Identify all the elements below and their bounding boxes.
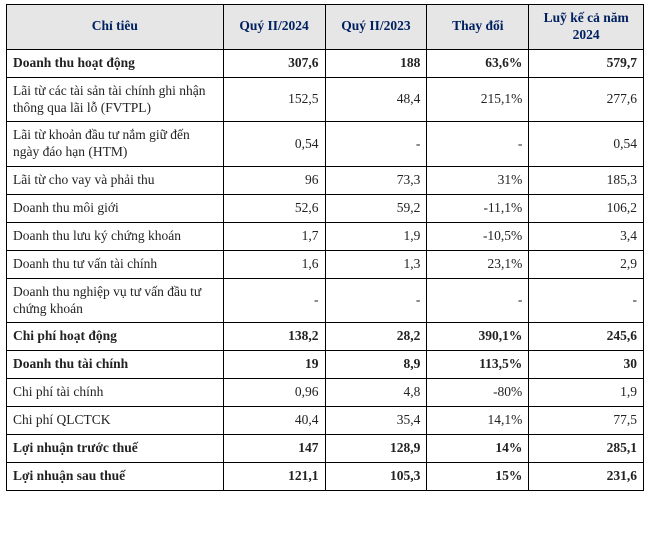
table-row: Lãi từ khoản đầu tư nắm giữ đến ngày đáo… <box>7 122 644 167</box>
cell-q2-2024: 1,6 <box>223 250 325 278</box>
cell-ytd: 579,7 <box>529 49 644 77</box>
col-header-ytd-2024: Luỹ kế cả năm 2024 <box>529 5 644 50</box>
table-row: Doanh thu hoạt động307,618863,6%579,7 <box>7 49 644 77</box>
cell-q2-2023: 8,9 <box>325 351 427 379</box>
cell-metric: Chi phí tài chính <box>7 379 224 407</box>
col-header-change: Thay đổi <box>427 5 529 50</box>
table-row: Doanh thu môi giới52,659,2-11,1%106,2 <box>7 195 644 223</box>
cell-ytd: 285,1 <box>529 434 644 462</box>
cell-q2-2024: 121,1 <box>223 462 325 490</box>
cell-metric: Lãi từ các tài sản tài chính ghi nhận th… <box>7 77 224 122</box>
financial-table: Chỉ tiêu Quý II/2024 Quý II/2023 Thay đổ… <box>6 4 644 491</box>
table-header-row: Chỉ tiêu Quý II/2024 Quý II/2023 Thay đổ… <box>7 5 644 50</box>
col-header-metric: Chỉ tiêu <box>7 5 224 50</box>
cell-q2-2024: 96 <box>223 167 325 195</box>
table-row: Lợi nhuận sau thuế121,1105,315%231,6 <box>7 462 644 490</box>
cell-q2-2023: 28,2 <box>325 323 427 351</box>
cell-q2-2024: 138,2 <box>223 323 325 351</box>
cell-change: -10,5% <box>427 222 529 250</box>
cell-ytd: 106,2 <box>529 195 644 223</box>
cell-ytd: - <box>529 278 644 323</box>
cell-change: -11,1% <box>427 195 529 223</box>
table-row: Doanh thu tài chính198,9113,5%30 <box>7 351 644 379</box>
cell-ytd: 231,6 <box>529 462 644 490</box>
cell-change: 63,6% <box>427 49 529 77</box>
cell-q2-2024: - <box>223 278 325 323</box>
cell-q2-2023: 105,3 <box>325 462 427 490</box>
cell-q2-2024: 52,6 <box>223 195 325 223</box>
cell-q2-2024: 0,96 <box>223 379 325 407</box>
cell-metric: Doanh thu nghiệp vụ tư vấn đầu tư chứng … <box>7 278 224 323</box>
cell-q2-2024: 1,7 <box>223 222 325 250</box>
cell-q2-2023: 4,8 <box>325 379 427 407</box>
table-row: Doanh thu tư vấn tài chính1,61,323,1%2,9 <box>7 250 644 278</box>
cell-metric: Chi phí hoạt động <box>7 323 224 351</box>
cell-metric: Doanh thu môi giới <box>7 195 224 223</box>
cell-change: 113,5% <box>427 351 529 379</box>
cell-q2-2024: 152,5 <box>223 77 325 122</box>
table-row: Doanh thu lưu ký chứng khoán1,71,9-10,5%… <box>7 222 644 250</box>
col-header-q2-2023: Quý II/2023 <box>325 5 427 50</box>
cell-change: 14% <box>427 434 529 462</box>
cell-ytd: 245,6 <box>529 323 644 351</box>
cell-q2-2023: 1,9 <box>325 222 427 250</box>
cell-change: 390,1% <box>427 323 529 351</box>
cell-metric: Chi phí QLCTCK <box>7 407 224 435</box>
cell-metric: Lãi từ cho vay và phải thu <box>7 167 224 195</box>
cell-q2-2024: 307,6 <box>223 49 325 77</box>
cell-ytd: 3,4 <box>529 222 644 250</box>
cell-metric: Doanh thu lưu ký chứng khoán <box>7 222 224 250</box>
cell-metric: Lợi nhuận trước thuế <box>7 434 224 462</box>
table-body: Doanh thu hoạt động307,618863,6%579,7Lãi… <box>7 49 644 490</box>
col-header-q2-2024: Quý II/2024 <box>223 5 325 50</box>
cell-ytd: 77,5 <box>529 407 644 435</box>
cell-q2-2023: 59,2 <box>325 195 427 223</box>
table-row: Lãi từ cho vay và phải thu9673,331%185,3 <box>7 167 644 195</box>
table-row: Doanh thu nghiệp vụ tư vấn đầu tư chứng … <box>7 278 644 323</box>
cell-change: 23,1% <box>427 250 529 278</box>
cell-ytd: 185,3 <box>529 167 644 195</box>
cell-change: - <box>427 122 529 167</box>
cell-q2-2024: 147 <box>223 434 325 462</box>
table-row: Lãi từ các tài sản tài chính ghi nhận th… <box>7 77 644 122</box>
table-row: Lợi nhuận trước thuế147128,914%285,1 <box>7 434 644 462</box>
cell-ytd: 0,54 <box>529 122 644 167</box>
cell-change: 31% <box>427 167 529 195</box>
cell-change: 15% <box>427 462 529 490</box>
cell-ytd: 2,9 <box>529 250 644 278</box>
cell-q2-2023: 48,4 <box>325 77 427 122</box>
table-row: Chi phí tài chính0,964,8-80%1,9 <box>7 379 644 407</box>
cell-q2-2024: 19 <box>223 351 325 379</box>
cell-change: 215,1% <box>427 77 529 122</box>
cell-metric: Lãi từ khoản đầu tư nắm giữ đến ngày đáo… <box>7 122 224 167</box>
cell-q2-2023: 128,9 <box>325 434 427 462</box>
cell-change: -80% <box>427 379 529 407</box>
cell-ytd: 277,6 <box>529 77 644 122</box>
cell-q2-2023: - <box>325 122 427 167</box>
cell-change: 14,1% <box>427 407 529 435</box>
cell-q2-2023: - <box>325 278 427 323</box>
cell-q2-2023: 73,3 <box>325 167 427 195</box>
table-row: Chi phí QLCTCK40,435,414,1%77,5 <box>7 407 644 435</box>
cell-ytd: 1,9 <box>529 379 644 407</box>
cell-q2-2023: 35,4 <box>325 407 427 435</box>
cell-ytd: 30 <box>529 351 644 379</box>
cell-q2-2023: 188 <box>325 49 427 77</box>
cell-change: - <box>427 278 529 323</box>
table-row: Chi phí hoạt động138,228,2390,1%245,6 <box>7 323 644 351</box>
cell-metric: Doanh thu hoạt động <box>7 49 224 77</box>
cell-q2-2024: 40,4 <box>223 407 325 435</box>
cell-metric: Doanh thu tài chính <box>7 351 224 379</box>
cell-metric: Lợi nhuận sau thuế <box>7 462 224 490</box>
cell-metric: Doanh thu tư vấn tài chính <box>7 250 224 278</box>
cell-q2-2024: 0,54 <box>223 122 325 167</box>
cell-q2-2023: 1,3 <box>325 250 427 278</box>
